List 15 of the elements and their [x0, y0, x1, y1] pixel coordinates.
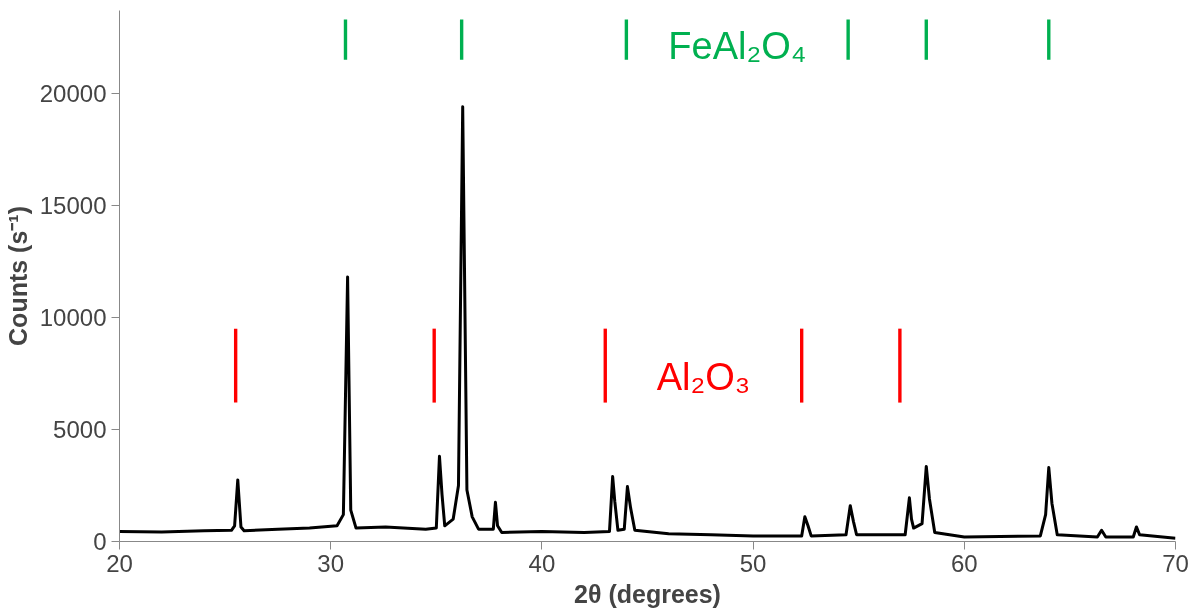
x-tick-label: 70 [1162, 549, 1189, 577]
x-tick-label: 50 [739, 549, 767, 577]
x-axis-title: 2θ (degrees) [574, 579, 721, 608]
y-tick-label: 5000 [53, 415, 107, 443]
y-tick-label: 15000 [39, 191, 107, 219]
x-tick-label: 60 [950, 549, 978, 577]
x-tick-label: 20 [106, 549, 133, 577]
series-label: Al₂O₃ [656, 355, 751, 398]
y-tick-label: 20000 [39, 79, 107, 107]
x-tick-label: 40 [528, 549, 556, 577]
y-axis-title: Counts (s⁻¹) [3, 206, 32, 346]
series-label: FeAl₂O₄ [668, 24, 807, 67]
y-tick-label: 0 [93, 528, 107, 555]
x-tick-label: 30 [317, 549, 345, 577]
y-tick-label: 10000 [39, 303, 107, 331]
